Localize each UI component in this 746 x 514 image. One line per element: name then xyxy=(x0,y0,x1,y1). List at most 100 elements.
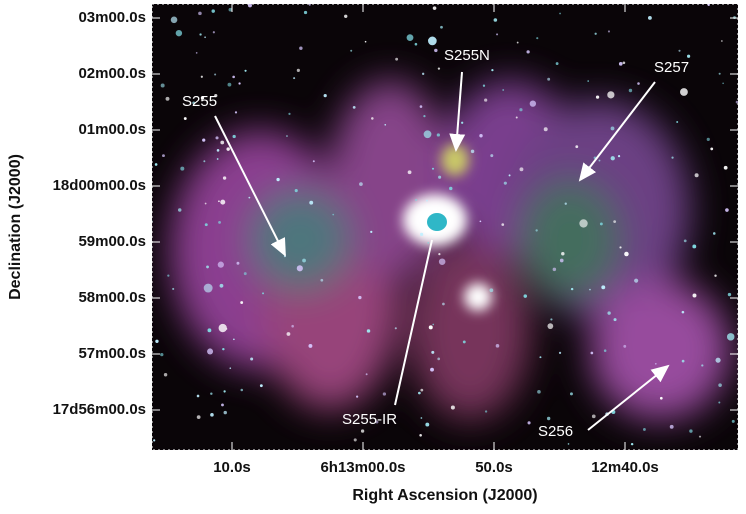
star xyxy=(496,33,499,36)
star xyxy=(482,84,486,87)
star xyxy=(421,72,425,76)
star xyxy=(689,429,693,433)
star xyxy=(375,420,379,424)
star xyxy=(575,145,579,149)
star xyxy=(607,30,611,33)
star xyxy=(618,62,623,66)
star xyxy=(299,46,303,50)
star xyxy=(718,383,722,387)
star xyxy=(360,429,365,433)
star xyxy=(244,69,247,72)
star xyxy=(470,149,475,154)
star xyxy=(610,126,615,131)
star xyxy=(180,166,185,171)
star xyxy=(715,357,721,363)
star xyxy=(539,356,542,359)
star xyxy=(218,323,227,333)
star xyxy=(220,199,226,205)
star xyxy=(718,401,721,404)
annotation: S255-IR xyxy=(342,411,397,428)
star xyxy=(559,258,564,263)
star xyxy=(516,41,519,44)
star xyxy=(727,292,732,297)
star xyxy=(555,62,559,65)
star xyxy=(440,25,443,29)
annotation: S255N xyxy=(444,47,490,64)
star xyxy=(493,18,498,22)
star xyxy=(165,96,170,101)
star xyxy=(595,95,600,99)
star xyxy=(175,29,183,37)
star xyxy=(427,36,437,46)
star xyxy=(217,261,224,268)
y-tick-label: 01m00.0s xyxy=(78,121,146,138)
star xyxy=(222,347,225,351)
star xyxy=(211,9,215,13)
star xyxy=(296,265,303,272)
star xyxy=(529,100,537,107)
y-tick-label: 18d00m00.0s xyxy=(53,177,146,194)
star xyxy=(526,50,530,54)
star xyxy=(692,293,697,298)
star xyxy=(431,167,435,170)
star xyxy=(204,36,206,39)
star xyxy=(302,258,306,263)
star xyxy=(683,239,687,243)
star xyxy=(232,134,236,139)
star xyxy=(160,352,164,357)
star xyxy=(619,246,622,249)
star xyxy=(358,295,362,300)
arrow xyxy=(214,115,286,257)
star xyxy=(654,362,657,365)
star xyxy=(162,154,165,158)
star xyxy=(527,421,531,425)
star xyxy=(430,367,434,372)
star xyxy=(519,167,524,172)
star xyxy=(407,170,412,175)
star xyxy=(607,91,615,99)
star xyxy=(624,251,629,257)
star xyxy=(613,220,617,224)
star xyxy=(210,413,214,417)
star xyxy=(735,100,738,104)
star xyxy=(219,283,224,288)
star xyxy=(332,213,335,216)
star xyxy=(630,442,634,446)
sky-image xyxy=(152,4,738,450)
star xyxy=(712,232,716,235)
star xyxy=(248,196,251,199)
star xyxy=(233,338,235,341)
star xyxy=(309,200,314,205)
star xyxy=(366,329,371,333)
star xyxy=(723,165,728,170)
star xyxy=(370,230,373,233)
star xyxy=(220,140,225,145)
star xyxy=(613,318,617,322)
star xyxy=(637,82,640,85)
star xyxy=(250,357,254,361)
star xyxy=(323,94,327,98)
star xyxy=(207,348,214,355)
star xyxy=(561,252,565,256)
star xyxy=(589,288,591,291)
star xyxy=(669,424,674,429)
star xyxy=(238,82,241,85)
arrow xyxy=(449,71,466,152)
star xyxy=(212,31,215,34)
star xyxy=(714,274,717,277)
star xyxy=(414,42,418,46)
star xyxy=(449,186,453,191)
star xyxy=(406,34,414,42)
star xyxy=(283,255,286,258)
star xyxy=(436,133,440,137)
star xyxy=(170,16,178,24)
y-tick-label: 59m00.0s xyxy=(78,233,146,250)
star xyxy=(247,4,252,8)
star xyxy=(218,220,221,224)
star xyxy=(204,223,208,227)
star xyxy=(490,154,494,158)
star xyxy=(154,163,158,166)
star xyxy=(420,417,423,419)
star xyxy=(218,200,220,203)
star xyxy=(214,73,217,76)
